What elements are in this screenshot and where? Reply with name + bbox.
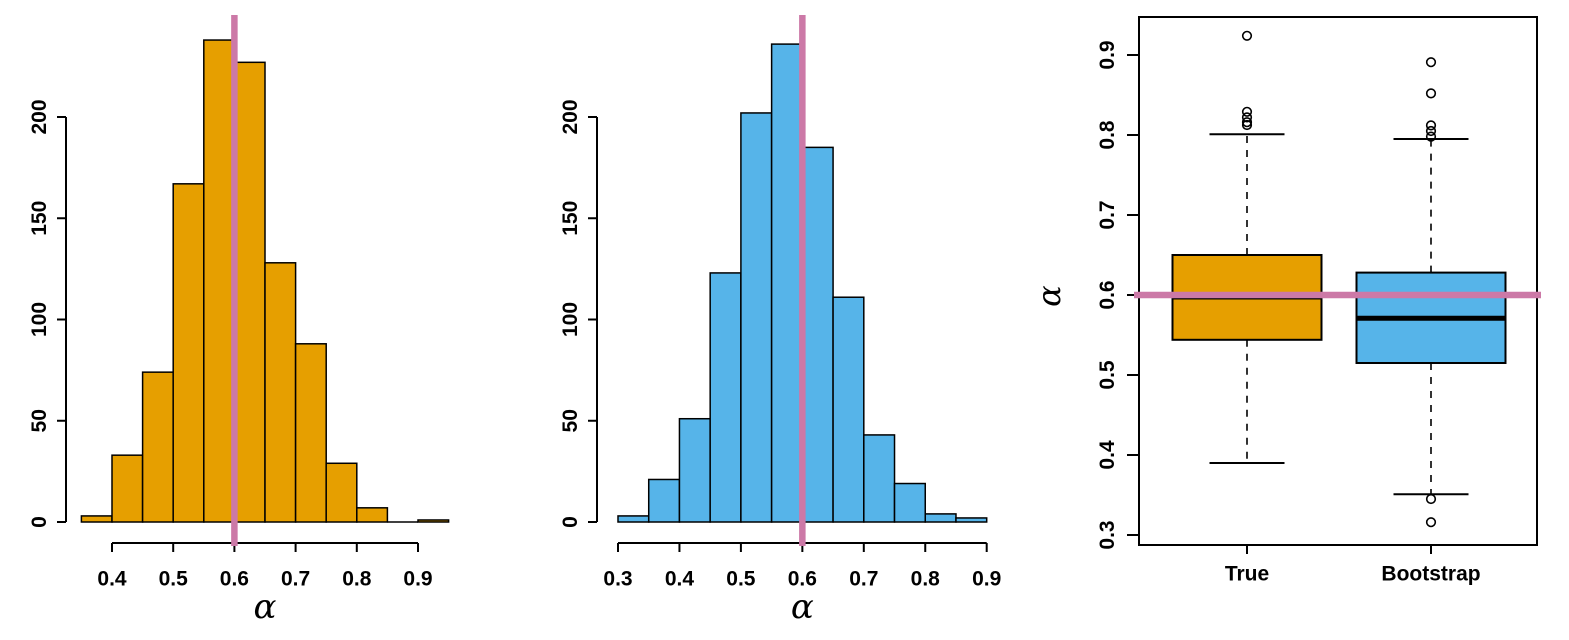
x-tick-label: 0.4 — [665, 568, 695, 591]
histogram-bar — [863, 434, 896, 523]
x-tick-label: 0.7 — [281, 568, 310, 591]
histogram-bar — [172, 183, 205, 523]
histogram-bar — [417, 519, 450, 523]
histogram-panel-bootstrap: 0 50 100 150 200 0.3 0.4 0.5 0.6 0.7 0.8 0.9 α — [559, 15, 1001, 627]
x-tick-label: 0.6 — [220, 568, 249, 591]
y-tick-label: 100 — [28, 302, 51, 337]
y-tick-label: 200 — [559, 99, 582, 134]
histogram-bar — [203, 39, 236, 523]
histogram-bar — [740, 112, 773, 523]
x-axis: 0.3 0.4 0.5 0.6 0.7 0.8 0.9 — [603, 542, 1001, 591]
x-tick-label: 0.5 — [159, 568, 189, 591]
box-bootstrap — [1355, 57, 1507, 528]
y-axis: 0.3 0.4 0.5 0.6 0.7 0.8 0.9 — [1096, 40, 1139, 550]
histogram-bar — [111, 454, 144, 523]
y-tick-label: 0.7 — [1096, 200, 1119, 229]
y-tick-label: 0.3 — [1096, 520, 1119, 549]
x-tick-label: 0.5 — [726, 568, 756, 591]
y-tick-label: 50 — [28, 409, 51, 432]
histogram-bar — [801, 146, 834, 523]
outlier-point — [1241, 106, 1253, 117]
y-tick-label: 0.8 — [1096, 120, 1119, 150]
x-tick-label: 0.4 — [97, 568, 127, 591]
box-true — [1171, 30, 1323, 464]
y-tick-label: 0.4 — [1096, 440, 1119, 470]
histogram-bar — [893, 482, 927, 523]
histogram-bar — [356, 507, 389, 523]
histogram-bar — [617, 515, 650, 523]
y-tick-label: 0.9 — [1096, 40, 1119, 69]
x-tick-label: 0.8 — [342, 568, 372, 591]
histogram-bar — [709, 272, 742, 523]
histogram-bar — [832, 296, 865, 523]
x-tick-label: 0.6 — [788, 568, 817, 591]
x-tick-label: 0.9 — [403, 568, 432, 591]
plot-border — [1138, 16, 1538, 546]
histogram-bar — [264, 262, 297, 523]
category-label: True — [1225, 563, 1269, 586]
x-axis: 0.4 0.5 0.6 0.7 0.8 0.9 — [97, 542, 433, 591]
outlier-point — [1425, 125, 1437, 137]
y-axis-title-alpha: α — [1030, 285, 1068, 307]
y-tick-label: 100 — [559, 302, 582, 337]
histogram-bars — [80, 39, 450, 523]
x-tick-label: 0.8 — [911, 568, 941, 591]
y-tick-label: 0 — [559, 516, 582, 528]
y-tick-label: 0.6 — [1096, 280, 1119, 309]
outlier-point — [1425, 131, 1437, 142]
y-tick-label: 150 — [28, 201, 51, 236]
y-tick-label: 200 — [28, 99, 51, 134]
histogram-bar — [325, 462, 358, 523]
histogram-bars — [617, 43, 988, 523]
outlier-point — [1241, 30, 1253, 41]
histogram-bar — [678, 417, 711, 523]
outlier-point — [1241, 112, 1253, 123]
x-tick-label: 0.3 — [603, 568, 632, 591]
y-axis: 0 50 100 150 200 — [559, 99, 598, 528]
histogram-bar — [294, 343, 327, 523]
histogram-bar — [647, 478, 681, 523]
outlier-point — [1425, 88, 1437, 99]
outlier-point — [1425, 120, 1437, 131]
y-tick-label: 0.5 — [1096, 360, 1119, 390]
category-label: Bootstrap — [1381, 563, 1480, 586]
histogram-bar — [955, 517, 988, 523]
histogram-bar — [80, 515, 113, 523]
x-axis-title-alpha: α — [791, 587, 814, 627]
x-tick-label: 0.9 — [972, 568, 1001, 591]
y-tick-label: 150 — [559, 201, 582, 236]
outlier-point — [1425, 517, 1437, 528]
outlier-point — [1241, 117, 1253, 128]
outlier-point — [1241, 119, 1253, 131]
boxplot-panel: 0.3 0.4 0.5 0.6 0.7 0.8 0.9 α True Bootstrap — [1030, 16, 1541, 586]
y-axis: 0 50 100 150 200 — [28, 99, 67, 528]
y-tick-label: 50 — [559, 409, 582, 432]
histogram-bar — [141, 371, 174, 523]
outlier-point — [1425, 493, 1437, 505]
histogram-bar — [233, 61, 266, 523]
outlier-point — [1425, 57, 1437, 68]
y-tick-label: 0 — [28, 516, 51, 528]
x-tick-label: 0.7 — [849, 568, 878, 591]
x-axis-title-alpha: α — [254, 587, 277, 627]
histogram-panel-true: 0 50 100 150 200 0.4 0.5 0.6 0.7 0.8 0.9 α — [28, 15, 450, 627]
histogram-bar — [924, 513, 957, 523]
histogram-bar — [770, 43, 804, 523]
